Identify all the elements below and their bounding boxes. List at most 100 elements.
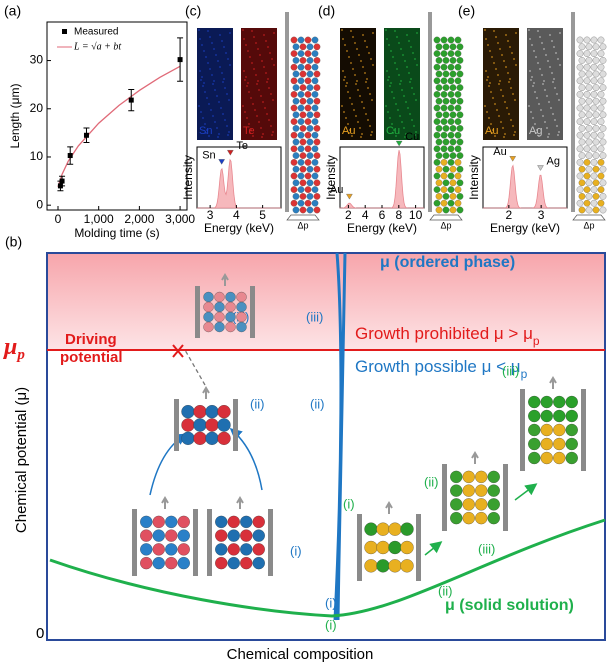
- map-speck: [499, 48, 501, 50]
- map-speck: [244, 79, 246, 81]
- atom: [593, 44, 599, 50]
- map-speck: [270, 125, 272, 127]
- atom: [153, 557, 165, 569]
- atom: [443, 207, 449, 213]
- atom: [140, 557, 152, 569]
- map-speck: [357, 121, 359, 123]
- atom: [441, 132, 447, 138]
- map-speck: [218, 101, 220, 103]
- atom: [305, 64, 311, 70]
- map-speck: [214, 89, 216, 91]
- atom: [598, 186, 604, 192]
- atom: [443, 180, 449, 186]
- map-speck: [366, 78, 368, 80]
- map-speck: [406, 34, 408, 36]
- atom: [300, 57, 306, 63]
- map-speck: [407, 107, 409, 109]
- atom: [455, 64, 461, 70]
- atom: [457, 84, 463, 90]
- atom: [436, 84, 442, 90]
- map-speck: [413, 125, 415, 127]
- atom: [463, 498, 475, 510]
- curve-label: (iii): [478, 541, 495, 556]
- curve-label: (iii): [306, 309, 323, 324]
- atom: [434, 132, 440, 138]
- map-speck: [208, 103, 210, 105]
- atom: [584, 146, 590, 152]
- atom: [591, 78, 597, 84]
- atom: [457, 44, 463, 50]
- atom: [314, 71, 320, 77]
- atom: [293, 207, 299, 213]
- map-speck: [489, 50, 491, 52]
- map-speck: [217, 60, 219, 62]
- atom: [240, 530, 252, 542]
- map-speck: [198, 105, 200, 107]
- atom: [291, 37, 297, 43]
- atom: [475, 485, 487, 497]
- map-speck: [359, 95, 361, 97]
- atom: [436, 166, 442, 172]
- atom: [584, 78, 590, 84]
- atom: [215, 302, 225, 312]
- stage-label: (i): [290, 543, 302, 558]
- map-speck: [503, 136, 505, 138]
- x-axis-label: Chemical composition: [227, 646, 374, 663]
- atom: [475, 512, 487, 524]
- atom: [441, 37, 447, 43]
- map-speck: [261, 136, 263, 138]
- map-speck: [372, 64, 374, 66]
- atom: [598, 78, 604, 84]
- map-speck: [200, 79, 202, 81]
- map-speck: [394, 62, 396, 64]
- atom: [434, 78, 440, 84]
- map-speck: [346, 82, 348, 84]
- map-speck: [267, 46, 269, 48]
- map-speck: [500, 121, 502, 123]
- map-speck: [558, 131, 560, 133]
- atom: [226, 302, 236, 312]
- x-tick-label: 10: [409, 208, 423, 222]
- atom: [600, 193, 606, 199]
- atom: [577, 105, 583, 111]
- map-speck: [502, 127, 504, 129]
- atom: [314, 84, 320, 90]
- atom: [314, 125, 320, 131]
- atom: [443, 71, 449, 77]
- atom: [443, 152, 449, 158]
- map-speck: [365, 81, 367, 83]
- map-speck: [400, 48, 402, 50]
- map-speck: [211, 74, 213, 76]
- map-speck: [546, 127, 548, 129]
- atom: [300, 180, 306, 186]
- atom: [450, 112, 456, 118]
- map-speck: [390, 82, 392, 84]
- map-speck: [249, 56, 251, 58]
- atom: [598, 105, 604, 111]
- map-speck: [409, 113, 411, 115]
- atom: [312, 118, 318, 124]
- atom: [253, 516, 265, 528]
- atom: [434, 173, 440, 179]
- atom: [463, 512, 475, 524]
- map-speck: [538, 103, 540, 105]
- atom: [298, 186, 304, 192]
- atom: [300, 207, 306, 213]
- map-speck: [354, 42, 356, 44]
- atom: [293, 193, 299, 199]
- map-speck: [226, 93, 228, 95]
- map-speck: [202, 117, 204, 119]
- atom: [253, 557, 265, 569]
- atom: [305, 78, 311, 84]
- mold-wall: [193, 509, 198, 576]
- atom: [455, 146, 461, 152]
- map-speck: [216, 127, 218, 129]
- map-speck: [355, 115, 357, 117]
- map-speck: [228, 131, 230, 133]
- atom: [463, 471, 475, 483]
- map-speck: [271, 58, 273, 60]
- solid-label: μ (solid solution): [445, 597, 574, 614]
- atom: [194, 419, 207, 432]
- atom: [307, 207, 313, 213]
- panel-label: (c): [185, 3, 201, 19]
